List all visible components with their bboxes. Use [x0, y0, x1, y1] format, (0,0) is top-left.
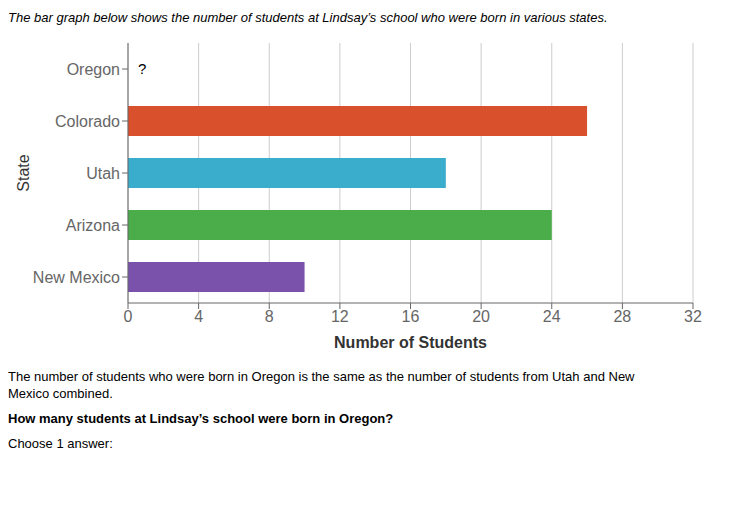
- svg-text:24: 24: [543, 308, 561, 325]
- svg-text:Colorado: Colorado: [55, 113, 120, 130]
- html-text:The number of students who wer: The number of students who were born in …: [8, 369, 635, 384]
- svg-text:8: 8: [265, 308, 274, 325]
- svg-text:12: 12: [331, 308, 349, 325]
- svg-text:Utah: Utah: [86, 165, 120, 182]
- html-text:Choose 1 answer:: Choose 1 answer:: [8, 436, 113, 451]
- svg-text:32: 32: [684, 308, 702, 325]
- html-text:The bar graph below shows the: The bar graph below shows the number of …: [8, 10, 608, 25]
- svg-text:16: 16: [402, 308, 420, 325]
- html-text:How many students at Lindsay’s: How many students at Lindsay’s school we…: [8, 411, 394, 426]
- svg-text:28: 28: [613, 308, 631, 325]
- svg-text:20: 20: [472, 308, 490, 325]
- svg-text:4: 4: [194, 308, 203, 325]
- svg-text:New Mexico: New Mexico: [33, 269, 120, 286]
- svg-text:0: 0: [124, 308, 133, 325]
- svg-text:?: ?: [138, 60, 146, 77]
- svg-text:Oregon: Oregon: [67, 61, 120, 78]
- html-text:Mexico combined.: Mexico combined.: [8, 386, 113, 401]
- svg-text:Number of Students: Number of Students: [334, 334, 487, 351]
- svg-text:State: State: [15, 154, 32, 191]
- svg-text:Arizona: Arizona: [66, 217, 120, 234]
